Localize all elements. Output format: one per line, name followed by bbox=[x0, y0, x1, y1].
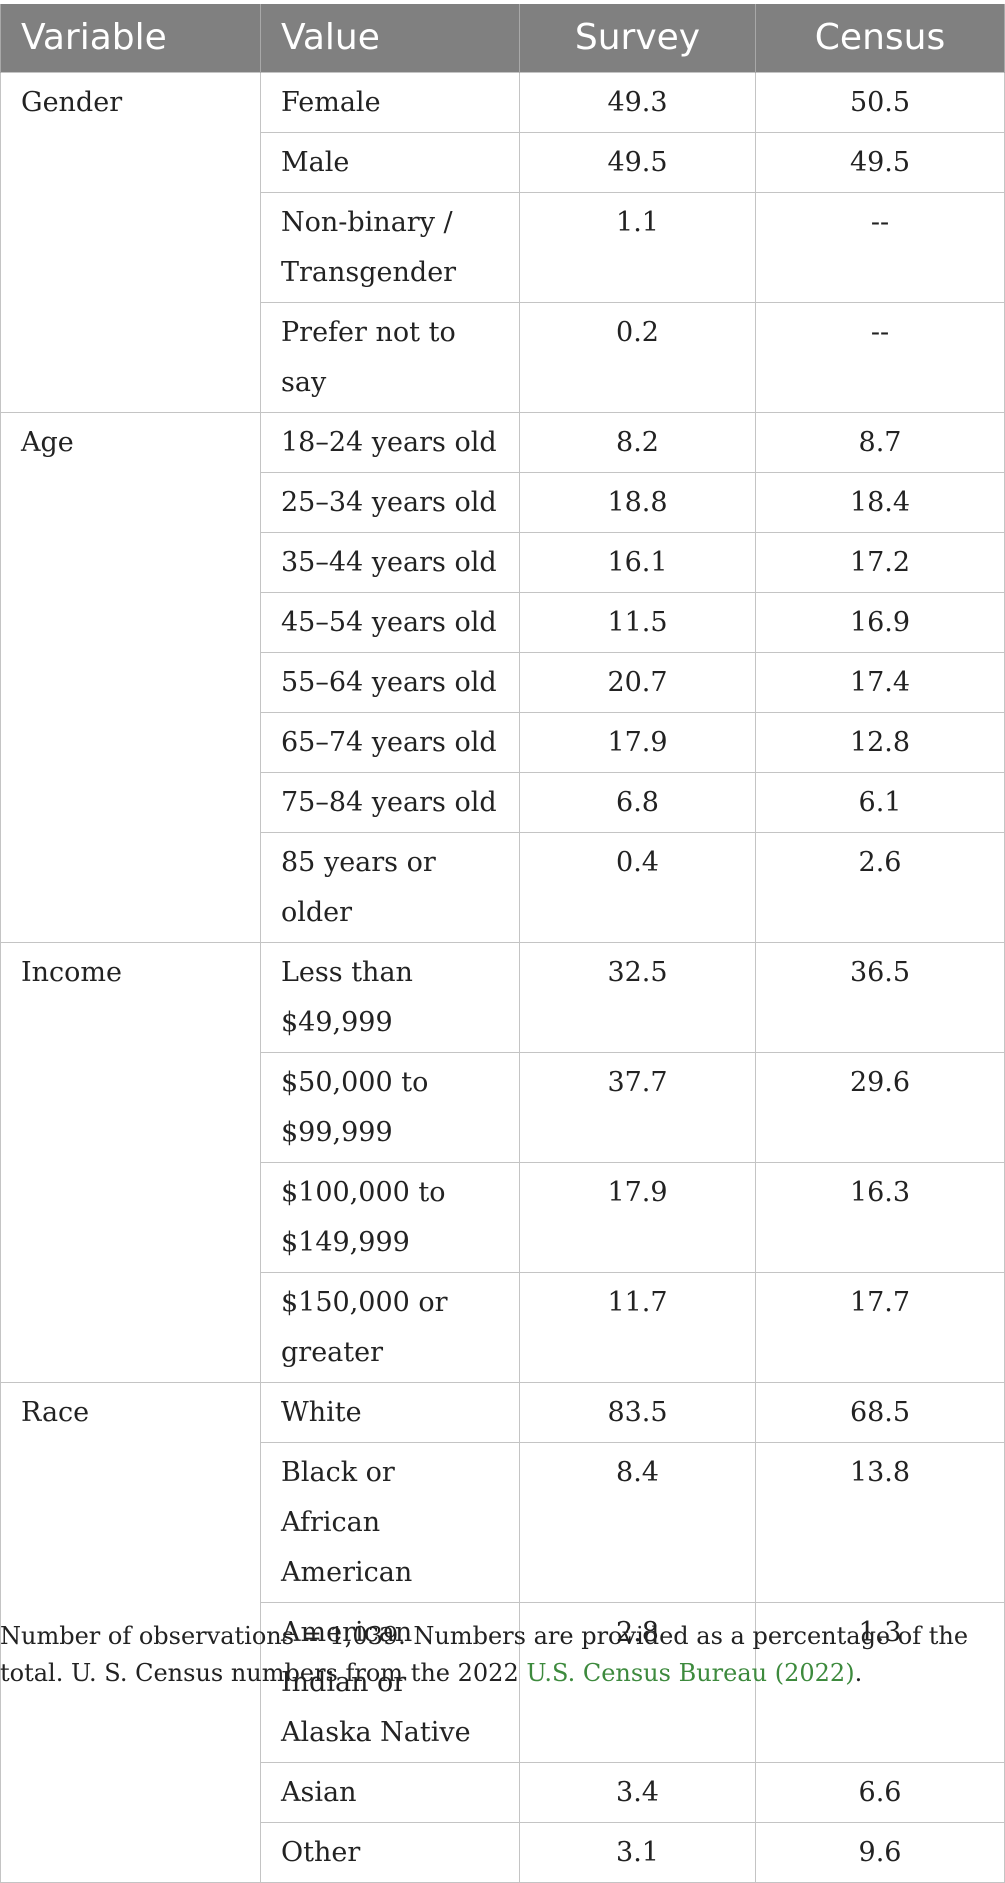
value-cell: 65–74 years old bbox=[260, 711, 520, 773]
table-header: Variable Value Survey Census bbox=[0, 4, 1005, 72]
table-row: Race White 83.5 68.5 bbox=[0, 1381, 1005, 1883]
census-cell: 49.5 bbox=[755, 131, 1005, 193]
survey-cell: 37.7 bbox=[519, 1051, 756, 1163]
column-header-value: Value bbox=[260, 4, 520, 72]
census-cell: -- bbox=[755, 191, 1005, 303]
census-cell: 18.4 bbox=[755, 471, 1005, 533]
survey-cell: 16.1 bbox=[519, 531, 756, 593]
census-cell: 9.6 bbox=[755, 1821, 1005, 1883]
variable-cell-age: Age bbox=[0, 411, 261, 943]
census-cell: 12.8 bbox=[755, 711, 1005, 773]
table-row: 55–64 years old 20.7 17.4 bbox=[1, 651, 1005, 713]
value-cell: Male bbox=[260, 131, 520, 193]
column-header-survey: Survey bbox=[519, 4, 756, 72]
survey-cell: 18.8 bbox=[519, 471, 756, 533]
survey-cell: 3.4 bbox=[519, 1761, 756, 1823]
table-row: $50,000 to $99,999 37.7 29.6 bbox=[1, 1051, 1005, 1163]
survey-cell: 1.1 bbox=[519, 191, 756, 303]
survey-cell: 32.5 bbox=[519, 941, 756, 1053]
header-row: Variable Value Survey Census bbox=[0, 4, 1005, 72]
footnote-text: Number of observations = 1,039. Numbers … bbox=[0, 1622, 969, 1687]
census-cell: 50.5 bbox=[755, 71, 1005, 133]
survey-cell: 17.9 bbox=[519, 1161, 756, 1273]
footnote-end: . bbox=[854, 1659, 863, 1687]
survey-cell: 49.3 bbox=[519, 71, 756, 133]
value-cell: 85 years or older bbox=[260, 831, 520, 943]
value-cell: 35–44 years old bbox=[260, 531, 520, 593]
table-row: 75–84 years old 6.8 6.1 bbox=[1, 771, 1005, 833]
value-cell: 18–24 years old bbox=[260, 411, 520, 473]
table-row: 85 years or older 0.4 2.6 bbox=[1, 831, 1005, 943]
value-cell: Asian bbox=[260, 1761, 520, 1823]
survey-cell: 49.5 bbox=[519, 131, 756, 193]
survey-cell: 8.2 bbox=[519, 411, 756, 473]
variable-cell-income: Income bbox=[0, 941, 261, 1383]
census-cell: 17.2 bbox=[755, 531, 1005, 593]
census-cell: 8.7 bbox=[755, 411, 1005, 473]
table-row: 45–54 years old 11.5 16.9 bbox=[1, 591, 1005, 653]
column-header-census: Census bbox=[755, 4, 1005, 72]
survey-cell: 0.4 bbox=[519, 831, 756, 943]
value-cell: $100,000 to $149,999 bbox=[260, 1161, 520, 1273]
column-header-variable: Variable bbox=[0, 4, 261, 72]
value-cell: White bbox=[260, 1381, 520, 1443]
census-source-link[interactable]: U.S. Census Bureau (2022) bbox=[526, 1659, 855, 1687]
value-cell: Less than $49,999 bbox=[260, 941, 520, 1053]
census-cell: 13.8 bbox=[755, 1441, 1005, 1603]
survey-cell: 8.4 bbox=[519, 1441, 756, 1603]
table-row: 65–74 years old 17.9 12.8 bbox=[1, 711, 1005, 773]
value-cell: 25–34 years old bbox=[260, 471, 520, 533]
value-cell: 55–64 years old bbox=[260, 651, 520, 713]
value-cell: Non-binary / Transgender bbox=[260, 191, 520, 303]
census-cell: 29.6 bbox=[755, 1051, 1005, 1163]
census-cell: 36.5 bbox=[755, 941, 1005, 1053]
value-cell: $50,000 to $99,999 bbox=[260, 1051, 520, 1163]
survey-cell: 3.1 bbox=[519, 1821, 756, 1883]
table-row: Income Less than $49,999 32.5 36.5 bbox=[0, 941, 1005, 1383]
table-row: Age 18–24 years old 8.2 8.7 bbox=[0, 411, 1005, 943]
table-row: 35–44 years old 16.1 17.2 bbox=[1, 531, 1005, 593]
survey-cell: 17.9 bbox=[519, 711, 756, 773]
table-row: Gender Female 49.3 50.5 bbox=[0, 71, 1005, 413]
survey-cell: 0.2 bbox=[519, 301, 756, 413]
value-cell: Black or African American bbox=[260, 1441, 520, 1603]
census-cell: 17.4 bbox=[755, 651, 1005, 713]
census-cell: 16.3 bbox=[755, 1161, 1005, 1273]
value-cell: Prefer not to say bbox=[260, 301, 520, 413]
value-cell: Female bbox=[260, 71, 520, 133]
survey-cell: 11.5 bbox=[519, 591, 756, 653]
value-cell: Other bbox=[260, 1821, 520, 1883]
survey-cell: 83.5 bbox=[519, 1381, 756, 1443]
census-cell: 2.6 bbox=[755, 831, 1005, 943]
census-cell: -- bbox=[755, 301, 1005, 413]
variable-cell-gender: Gender bbox=[0, 71, 261, 413]
survey-cell: 20.7 bbox=[519, 651, 756, 713]
table-row: Black or African American 8.4 13.8 bbox=[1, 1441, 1005, 1603]
table-row: 25–34 years old 18.8 18.4 bbox=[1, 471, 1005, 533]
survey-cell: 11.7 bbox=[519, 1271, 756, 1383]
census-cell: 17.7 bbox=[755, 1271, 1005, 1383]
table-footnote: Number of observations = 1,039. Numbers … bbox=[0, 1618, 1000, 1692]
value-cell: 75–84 years old bbox=[260, 771, 520, 833]
value-cell: $150,000 or greater bbox=[260, 1271, 520, 1383]
census-cell: 6.6 bbox=[755, 1761, 1005, 1823]
census-cell: 68.5 bbox=[755, 1381, 1005, 1443]
survey-cell: 6.8 bbox=[519, 771, 756, 833]
demographics-table: Variable Value Survey Census Gender Fema… bbox=[0, 4, 1005, 1883]
table-row: $150,000 or greater 11.7 17.7 bbox=[1, 1271, 1005, 1383]
table-row: Non-binary / Transgender 1.1 -- bbox=[1, 191, 1005, 303]
census-cell: 6.1 bbox=[755, 771, 1005, 833]
value-cell: 45–54 years old bbox=[260, 591, 520, 653]
table-body: Gender Female 49.3 50.5 Male 49.5 49.5 N… bbox=[0, 71, 1005, 1883]
census-cell: 16.9 bbox=[755, 591, 1005, 653]
table-row: Prefer not to say 0.2 -- bbox=[1, 301, 1005, 413]
